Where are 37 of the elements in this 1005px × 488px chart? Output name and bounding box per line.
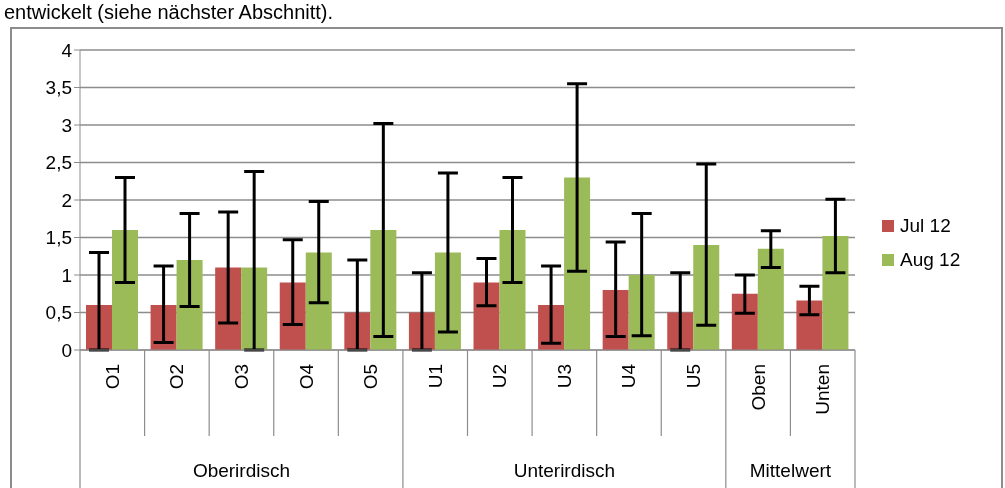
y-tick-label: 2,5 xyxy=(45,152,72,174)
text: Mittelwert xyxy=(749,459,832,481)
y-tick-label: 0 xyxy=(61,339,72,361)
y-tick-label: 4 xyxy=(61,39,73,61)
bar xyxy=(796,300,823,350)
y-tick-label: 3,5 xyxy=(45,77,72,99)
x-tick-label: Unten xyxy=(812,364,834,415)
y-tick-label: 0,5 xyxy=(45,302,72,324)
x-tick-label: O1 xyxy=(101,364,123,390)
x-tick-label: O5 xyxy=(360,364,382,390)
legend-label: Aug 12 xyxy=(900,249,961,271)
x-tick-label: U1 xyxy=(424,364,446,389)
bar xyxy=(564,177,591,350)
bar xyxy=(499,230,526,350)
y-tick-label: 1,5 xyxy=(45,227,72,249)
x-tick-label: O2 xyxy=(166,364,188,390)
bar xyxy=(757,248,784,350)
x-tick-label: O3 xyxy=(230,364,252,390)
bar xyxy=(731,293,758,350)
y-tick-label: 3 xyxy=(61,114,72,136)
text: Oberirdisch xyxy=(192,459,291,481)
bar xyxy=(305,252,332,350)
y-tick-label: 1 xyxy=(61,264,72,286)
x-tick-label: U5 xyxy=(683,364,705,389)
x-tick-label: Oben xyxy=(747,364,769,411)
x-tick-label: O4 xyxy=(295,363,317,390)
x-tick-label: U3 xyxy=(553,364,575,389)
bar xyxy=(176,260,203,350)
legend-label: Jul 12 xyxy=(900,215,951,237)
x-tick-label: U4 xyxy=(618,363,640,389)
bar xyxy=(473,282,500,350)
x-tick-label: U2 xyxy=(489,364,511,389)
y-tick-label: 2 xyxy=(61,189,72,211)
bar xyxy=(112,230,138,350)
bar xyxy=(822,236,849,350)
text: entwickelt (siehe nächster Abschnitt). xyxy=(4,0,334,24)
text: Unterirdisch xyxy=(513,459,616,481)
